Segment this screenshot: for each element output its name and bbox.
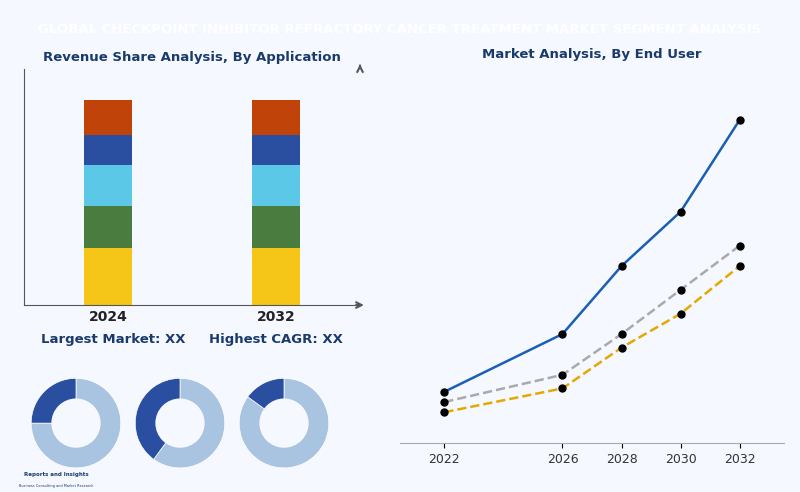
Bar (85, 165, 131, 207)
Bar (85, 100, 131, 135)
Text: Reports and Insights: Reports and Insights (24, 472, 88, 477)
Circle shape (155, 399, 205, 448)
Wedge shape (31, 378, 76, 423)
Bar (253, 207, 299, 247)
Bar (85, 247, 131, 305)
Text: Highest CAGR: XX: Highest CAGR: XX (209, 333, 342, 346)
Bar (85, 135, 131, 165)
Text: Business Consulting and Market Research: Business Consulting and Market Research (19, 484, 93, 488)
Bar (253, 135, 299, 165)
Text: Largest Market: XX: Largest Market: XX (41, 333, 186, 346)
Bar (253, 100, 299, 135)
Circle shape (259, 399, 309, 448)
Wedge shape (239, 378, 329, 468)
Wedge shape (248, 378, 284, 423)
Bar (85, 207, 131, 247)
Wedge shape (154, 378, 225, 468)
Wedge shape (135, 378, 180, 460)
Title: Market Analysis, By End User: Market Analysis, By End User (482, 48, 702, 61)
Text: GLOBAL CHECKPOINT INHIBITOR REFRACTORY CANCER TREATMENT MARKET SEGMENT ANALYSIS: GLOBAL CHECKPOINT INHIBITOR REFRACTORY C… (38, 23, 762, 36)
Title: Revenue Share Analysis, By Application: Revenue Share Analysis, By Application (43, 51, 341, 63)
Bar (253, 247, 299, 305)
Circle shape (51, 399, 101, 448)
Bar (253, 165, 299, 207)
Wedge shape (31, 378, 121, 468)
